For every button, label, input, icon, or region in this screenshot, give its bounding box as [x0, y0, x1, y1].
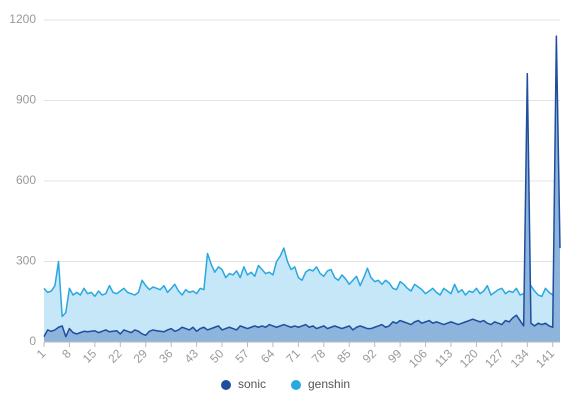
x-tick-label: 85 [334, 346, 354, 366]
x-tick-label: 57 [233, 346, 253, 366]
legend: sonic genshin [221, 377, 350, 391]
x-tick-label: 113 [432, 346, 456, 370]
x-tick-label: 36 [156, 346, 176, 366]
x-tick-label: 99 [385, 346, 405, 366]
x-tick-label: 29 [131, 346, 151, 366]
y-tick-label: 900 [16, 93, 36, 107]
y-tick-label: 600 [16, 173, 36, 187]
x-tick-label: 22 [105, 346, 125, 366]
x-tick-label: 92 [360, 346, 380, 366]
x-tick-label: 8 [59, 346, 74, 361]
y-tick-label: 1200 [9, 12, 36, 26]
line [43, 35, 561, 338]
legend-label: sonic [238, 377, 266, 391]
x-tick-label: 106 [406, 346, 430, 370]
legend-swatch [221, 380, 231, 390]
y-tick-label: 300 [16, 254, 36, 268]
y-tick-label: 0 [29, 334, 36, 348]
x-tick-label: 15 [80, 346, 100, 366]
legend-swatch [291, 380, 301, 390]
line [43, 247, 561, 318]
x-tick-label: 120 [457, 346, 481, 370]
x-tick-label: 78 [309, 346, 329, 366]
x-tick-label: 64 [258, 346, 278, 366]
area [44, 248, 560, 342]
legend-label: genshin [308, 377, 350, 391]
x-tick-label: 141 [533, 346, 557, 370]
x-tick-label: 134 [508, 346, 532, 370]
x-tick-label: 43 [182, 346, 202, 366]
x-tick-label: 1 [34, 346, 49, 361]
x-tick-label: 71 [283, 346, 303, 366]
x-tick-label: 127 [482, 346, 506, 370]
x-tick-label: 50 [207, 346, 227, 366]
